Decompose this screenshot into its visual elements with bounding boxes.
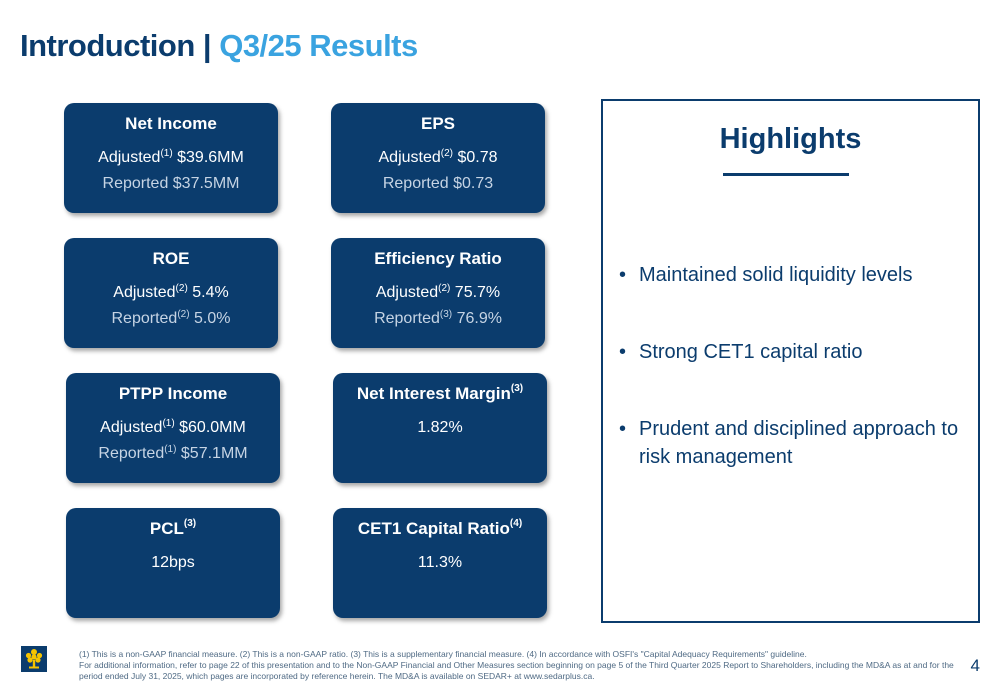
card-title: PCL(3) (149, 518, 197, 538)
net-interest-margin-card: Net Interest Margin(3) 1.82% (333, 373, 547, 483)
highlight-item: Strong CET1 capital ratio (619, 338, 969, 366)
card-title: CET1 Capital Ratio(4) (357, 518, 523, 538)
card-title: Net Interest Margin(3) (356, 383, 524, 403)
card-title: ROE (152, 249, 190, 268)
page-number: 4 (970, 656, 980, 675)
card-title: PTPP Income (118, 384, 228, 403)
highlights-title: Highlights (719, 123, 862, 155)
highlight-item: Maintained solid liquidity levels (619, 261, 969, 289)
card-title: Net Income (125, 114, 217, 133)
card-value: 12bps (151, 554, 195, 571)
pcl-card: PCL(3) 12bps (66, 508, 280, 618)
card-title: EPS (420, 114, 456, 133)
card-adjusted-value: Adjusted(1) $39.6MM (98, 148, 244, 166)
card-reported-value: Reported(2) 5.0% (111, 309, 231, 327)
footnote-references: For additional information, refer to pag… (79, 660, 954, 681)
footnote: (1) This is a non-GAAP financial measure… (79, 649, 959, 682)
footnote-definitions: (1) This is a non-GAAP financial measure… (79, 649, 807, 659)
cet1-capital-ratio-card: CET1 Capital Ratio(4) 11.3% (333, 508, 547, 618)
highlights-list: Maintained solid liquidity levels Strong… (619, 261, 969, 520)
highlights-divider (723, 173, 849, 176)
card-reported-value: Reported $37.5MM (102, 175, 240, 192)
highlights-panel: Highlights Maintained solid liquidity le… (601, 99, 980, 623)
net-income-card: Net Income Adjusted(1) $39.6MM Reported … (64, 103, 278, 213)
card-adjusted-value: Adjusted(2) $0.78 (378, 148, 498, 166)
card-value: 11.3% (417, 554, 463, 571)
card-adjusted-value: Adjusted(2) 5.4% (113, 283, 229, 301)
card-reported-value: Reported(1) $57.1MM (98, 444, 248, 462)
page-title-accent: Q3/25 Results (219, 28, 418, 63)
card-title: Efficiency Ratio (374, 249, 502, 268)
card-adjusted-value: Adjusted(1) $60.0MM (100, 418, 246, 436)
tree-logo-icon (21, 646, 47, 672)
eps-card: EPS Adjusted(2) $0.78 Reported $0.73 (331, 103, 545, 213)
card-reported-value: Reported(3) 76.9% (374, 309, 502, 327)
page-title-main: Introduction | (20, 28, 220, 63)
card-adjusted-value: Adjusted(2) 75.7% (375, 283, 501, 301)
card-value: 1.82% (417, 419, 463, 436)
roe-card: ROE Adjusted(2) 5.4% Reported(2) 5.0% (64, 238, 278, 348)
highlight-item: Prudent and disciplined approach to risk… (619, 415, 969, 471)
ptpp-income-card: PTPP Income Adjusted(1) $60.0MM Reported… (66, 373, 280, 483)
efficiency-ratio-card: Efficiency Ratio Adjusted(2) 75.7% Repor… (331, 238, 545, 348)
card-reported-value: Reported $0.73 (382, 175, 494, 192)
page-title: Introduction | Q3/25 Results (20, 28, 418, 64)
